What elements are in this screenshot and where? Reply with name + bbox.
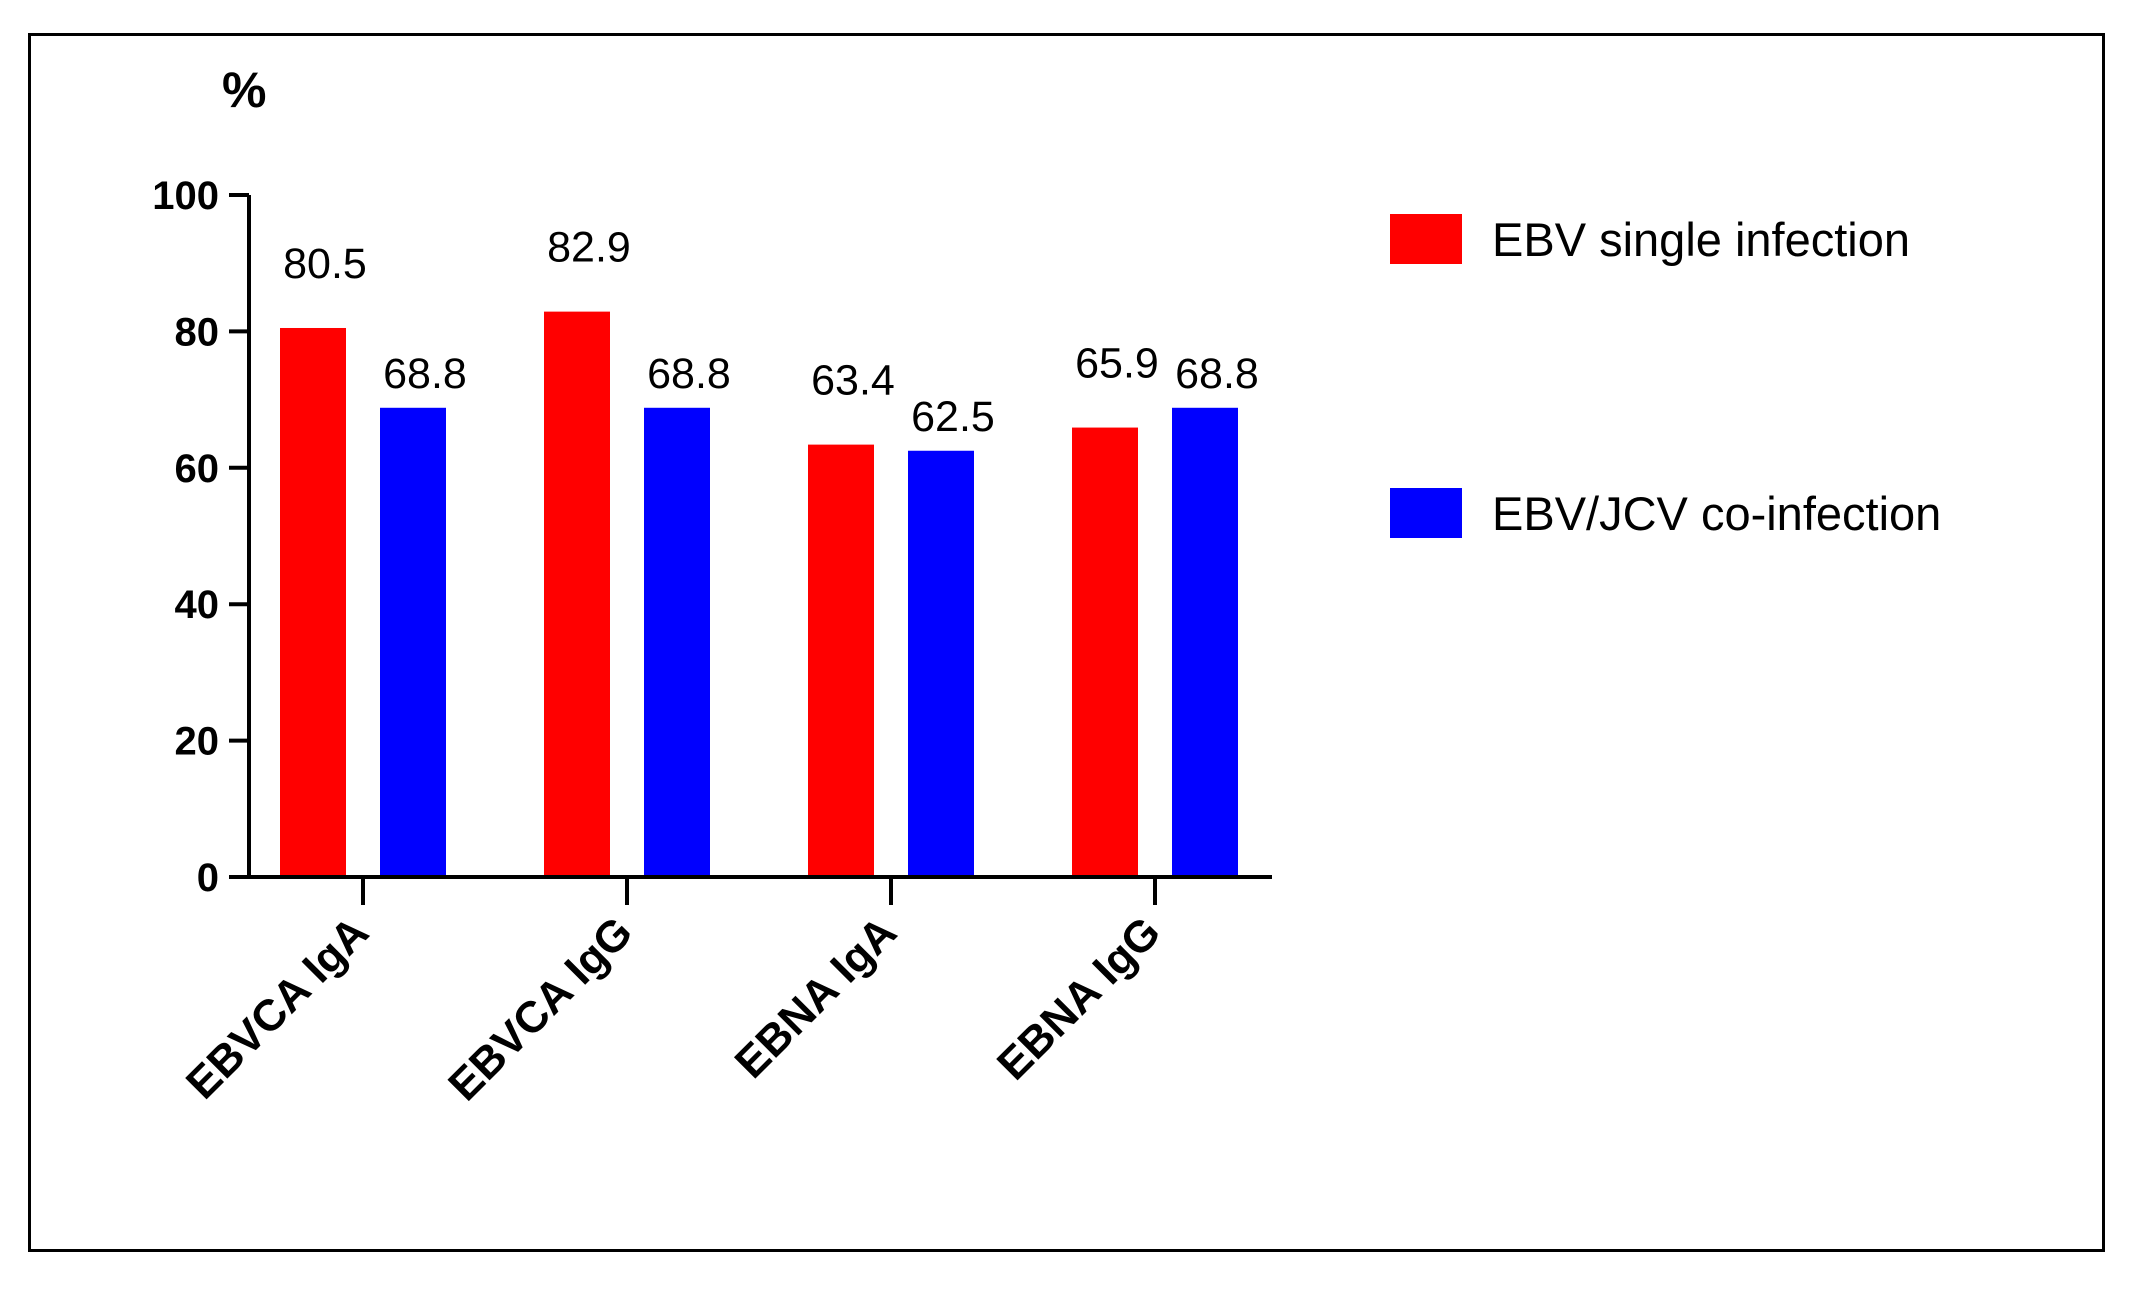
y-axis-unit-label: % — [222, 62, 266, 118]
data-label: 68.8 — [1175, 350, 1259, 398]
bar-co-infection-3 — [908, 450, 974, 877]
data-label: 65.9 — [1075, 340, 1159, 388]
data-label: 63.4 — [811, 357, 895, 405]
legend: EBV single infection EBV/JCV co-infection — [1390, 213, 1941, 540]
bar-single-infection-3 — [808, 444, 874, 877]
y-tick-label: 0 — [197, 856, 219, 900]
x-tick-label: EBNA IgG — [988, 907, 1170, 1089]
data-label: 68.8 — [383, 350, 467, 398]
data-labels: 80.5 68.8 82.9 68.8 63.4 62.5 65.9 68.8 — [283, 224, 1259, 441]
x-tick-label: EBNA IgA — [726, 907, 906, 1087]
bar-co-infection-1 — [380, 407, 446, 877]
y-tick-label: 20 — [175, 720, 220, 764]
data-label: 82.9 — [547, 224, 631, 272]
y-axis-ticks: 0 20 40 60 80 100 — [152, 174, 249, 900]
data-label: 80.5 — [283, 240, 367, 288]
bar-co-infection-2 — [644, 407, 710, 877]
bars — [280, 311, 1238, 877]
bar-single-infection-2 — [544, 311, 610, 877]
legend-swatch-co-infection — [1390, 488, 1462, 538]
legend-label-single-infection: EBV single infection — [1492, 213, 1910, 266]
y-tick-label: 100 — [152, 174, 219, 218]
bar-single-infection-4 — [1072, 427, 1138, 877]
bar-co-infection-4 — [1172, 407, 1238, 877]
data-label: 62.5 — [911, 393, 995, 441]
x-tick-label: EBVCA IgG — [439, 907, 642, 1110]
y-tick-label: 60 — [175, 447, 220, 491]
y-tick-label: 40 — [175, 583, 220, 627]
x-axis-ticks: EBVCA IgA EBVCA IgG EBNA IgA EBNA IgG — [177, 877, 1170, 1110]
data-label: 68.8 — [647, 350, 731, 398]
bar-single-infection-1 — [280, 327, 346, 877]
legend-label-co-infection: EBV/JCV co-infection — [1492, 487, 1941, 540]
legend-swatch-single-infection — [1390, 214, 1462, 264]
x-tick-label: EBVCA IgA — [177, 907, 378, 1108]
y-tick-label: 80 — [175, 310, 220, 354]
figure-frame — [28, 33, 2105, 1252]
